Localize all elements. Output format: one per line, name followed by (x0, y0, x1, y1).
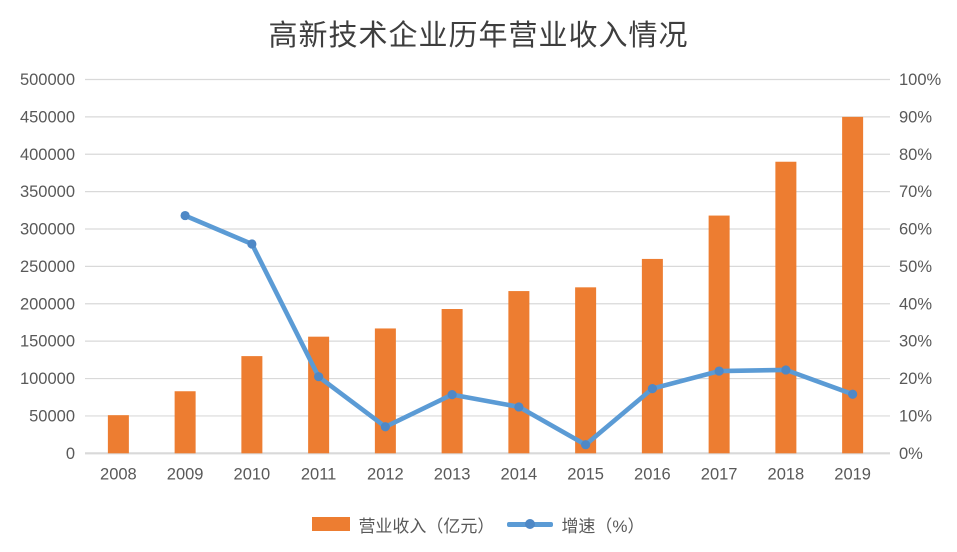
chart-legend: 营业收入（亿元） 增速（%） (0, 508, 957, 540)
svg-text:40%: 40% (899, 295, 932, 313)
svg-text:2017: 2017 (701, 465, 738, 483)
line-point-2019 (848, 389, 858, 399)
y-axis-right-tick-labels: 0% 10% 20% 30% 40% 50% 60% 70% 80% 90% 100% (899, 71, 942, 463)
svg-text:10%: 10% (899, 407, 932, 425)
bar-2011 (308, 336, 330, 454)
svg-text:50%: 50% (899, 258, 932, 276)
svg-text:100%: 100% (899, 71, 942, 89)
line-point-2013 (447, 390, 457, 400)
svg-text:2018: 2018 (768, 465, 805, 483)
bar-2013 (441, 309, 463, 454)
bar-2019 (842, 116, 864, 454)
svg-text:200000: 200000 (20, 295, 75, 313)
bar-2010 (241, 356, 263, 454)
gridlines (85, 78, 890, 455)
line-point-2015 (581, 440, 591, 450)
svg-text:2008: 2008 (100, 465, 137, 483)
bar-2016 (641, 258, 663, 454)
chart-title: 高新技术企业历年营业收入情况 (268, 18, 689, 52)
line-point-2014 (514, 402, 524, 412)
bar-2009 (174, 391, 196, 454)
line-point-2018 (781, 365, 791, 375)
svg-text:50000: 50000 (29, 407, 75, 425)
svg-text:70%: 70% (899, 183, 932, 201)
line-point-2012 (380, 422, 390, 432)
bar-2018 (775, 161, 797, 454)
legend-bar-label: 营业收入（亿元） (358, 516, 495, 536)
line-point-2016 (647, 384, 657, 394)
svg-text:0%: 0% (899, 445, 923, 463)
svg-text:30%: 30% (899, 333, 932, 351)
svg-text:90%: 90% (899, 108, 932, 126)
svg-text:80%: 80% (899, 146, 932, 164)
svg-text:400000: 400000 (20, 146, 75, 164)
line-point-2011 (314, 372, 324, 382)
svg-text:150000: 150000 (20, 333, 75, 351)
bar-2017 (708, 215, 730, 454)
svg-text:450000: 450000 (20, 108, 75, 126)
bar-2008 (107, 415, 129, 454)
bar-2014 (508, 291, 530, 454)
svg-text:100000: 100000 (20, 370, 75, 388)
svg-text:2019: 2019 (834, 465, 871, 483)
x-axis-tick-labels: 2008 2009 2010 2011 2012 2013 2014 2015 2016 2017… (100, 465, 871, 483)
legend-line-swatch (507, 519, 554, 529)
svg-text:350000: 350000 (20, 183, 75, 201)
line-point-2017 (714, 366, 724, 376)
svg-text:300000: 300000 (20, 221, 75, 239)
line-series-growth (180, 210, 858, 450)
line-point-2009 (180, 210, 190, 221)
svg-text:2012: 2012 (367, 465, 404, 483)
svg-text:500000: 500000 (20, 71, 75, 89)
bar-2015 (575, 287, 597, 454)
svg-text:2009: 2009 (167, 465, 204, 483)
svg-text:60%: 60% (899, 221, 932, 239)
svg-text:2013: 2013 (434, 465, 471, 483)
line-point-2010 (247, 239, 257, 249)
svg-text:2011: 2011 (301, 465, 336, 483)
legend-growth-label: 增速（%） (561, 516, 645, 536)
svg-text:2010: 2010 (234, 465, 271, 483)
svg-text:2014: 2014 (501, 465, 538, 483)
svg-text:20%: 20% (899, 370, 932, 388)
legend-line-marker-icon (525, 519, 536, 529)
legend-item-growth: 增速（%） (507, 512, 645, 537)
legend-item-revenue: 营业收入（亿元） (312, 512, 494, 537)
legend-bar-swatch (312, 517, 351, 531)
svg-text:250000: 250000 (20, 258, 75, 276)
svg-text:0: 0 (66, 445, 75, 463)
bar-2012 (374, 328, 396, 454)
y-axis-left-tick-labels: 0 50000 100000 150000 200000 250000 300000 3500… (20, 71, 75, 463)
svg-text:2015: 2015 (567, 465, 604, 483)
svg-text:2016: 2016 (634, 465, 671, 483)
